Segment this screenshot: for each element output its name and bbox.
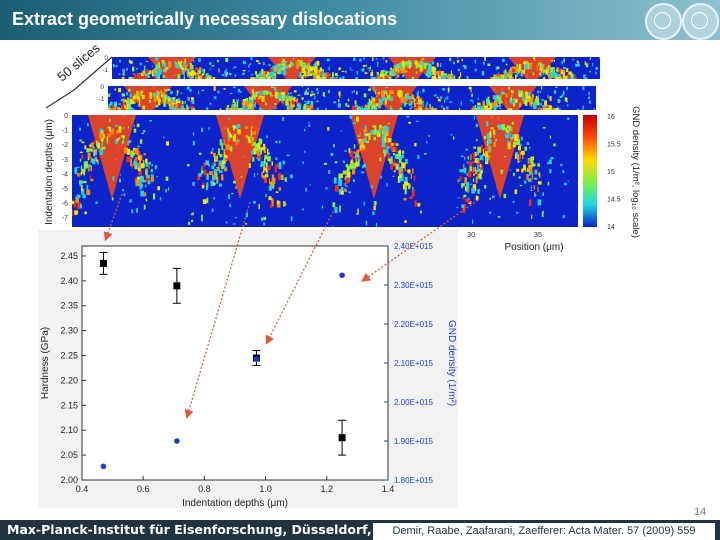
depth-link-arrow (103, 193, 123, 242)
institute-seal-icon (682, 3, 719, 40)
y-left-tick-label: 2.40 (60, 276, 78, 286)
y-left-tick-label: 2.10 (60, 425, 78, 435)
heatmap-y-tick: -7 (62, 215, 68, 222)
y-right-tick-label: 1.80E+015 (394, 476, 433, 485)
y-left-tick-label: 2.25 (60, 351, 78, 361)
heatmap-y-tick: -3 (62, 157, 68, 164)
chart-x-label: Indentation depths (μm) (182, 498, 288, 509)
depth-link-arrow (265, 207, 336, 345)
x-tick-label: 0.8 (198, 484, 211, 494)
y-right-tick-label: 2.10E+015 (394, 359, 433, 368)
y-right-tick-label: 1.90E+015 (394, 437, 433, 446)
heatmap-y-tick: -1 (62, 128, 68, 135)
y-left-tick-label: 2.15 (60, 400, 78, 410)
heatmap-main (72, 115, 578, 227)
y-right-tick-label: 2.40E+015 (394, 242, 433, 251)
x-tick-label: 1.0 (259, 484, 272, 494)
x-tick-label: 0.6 (137, 484, 150, 494)
heatmap-y-tick: -4 (62, 171, 68, 178)
slide-footer: Max-Planck-Institut für Eisenforschung, … (0, 520, 720, 540)
gnd-point (174, 438, 180, 444)
heatmap-y-tick: 0 (64, 113, 68, 120)
heatmap-y-tick: -2 (62, 142, 68, 149)
colorbar-title: GND density (1/m², log₁₀ scale) (630, 106, 641, 238)
x-tick-label: 0.4 (76, 484, 89, 494)
citation: Demir, Raabe, Zaafarani, Zaefferer: Acta… (373, 523, 715, 540)
hardness-gnd-chart: 0.4 0.6 0.8 1.0 1.2 1.4 2.00 2.05 2.10 2.15 2.20 2.… (38, 193, 479, 509)
institute-name: Max-Planck-Institut für Eisenforschung, … (7, 522, 440, 537)
colorbar-tick: 14.5 (607, 197, 621, 204)
plot-frame (81, 245, 389, 481)
heatmap-y-tick: -6 (62, 201, 68, 208)
heatmap-y-tick: -5 (62, 186, 68, 193)
heatmap-y-label: Indentation depths (μm) (44, 119, 55, 225)
slide-header: Extract geometrically necessary dislocat… (0, 0, 720, 40)
y-left-tick-label: 2.35 (60, 301, 78, 311)
heatmap-slice-1 (112, 57, 600, 79)
y-left-tick-label: 2.30 (60, 326, 78, 336)
hardness-point (338, 434, 346, 442)
depth-link-arrow (361, 199, 479, 282)
slide-title: Extract geometrically necessary dislocat… (12, 9, 398, 29)
heatmap-slice-2 (108, 86, 596, 110)
colorbar-tick: 15 (607, 169, 615, 176)
hardness-point (173, 282, 181, 290)
y-right-tick-label: 2.20E+015 (394, 320, 433, 329)
x-tick-label: 1.4 (382, 484, 395, 494)
colorbar-tick: 15.5 (607, 142, 621, 149)
colorbar (583, 115, 597, 227)
slices-label: 50 slices (54, 42, 103, 84)
y-left-tick-label: 2.45 (60, 251, 78, 261)
gnd-point (339, 272, 345, 279)
page-number: 14 (694, 506, 707, 518)
chart-y-right-label: GND density (1/m²) (446, 320, 457, 406)
gnd-point (253, 356, 260, 362)
y-left-tick-label: 2.00 (60, 475, 78, 485)
y-left-tick-label: 2.05 (60, 450, 78, 460)
y-left-tick-label: 2.20 (60, 375, 78, 385)
gnd-point (100, 463, 107, 470)
chart-y-left-label: Hardness (GPa) (40, 327, 51, 399)
slices-annotation: 50 slices (45, 42, 113, 109)
depth-link-arrow (184, 201, 251, 419)
mpg-seal-icon (645, 3, 682, 40)
hardness-point (99, 259, 107, 267)
x-tick-label: 1.2 (321, 484, 334, 494)
y-right-tick-label: 2.30E+015 (394, 281, 433, 290)
colorbar-tick: 16 (607, 114, 615, 121)
y-right-tick-label: 2.00E+015 (394, 398, 433, 407)
